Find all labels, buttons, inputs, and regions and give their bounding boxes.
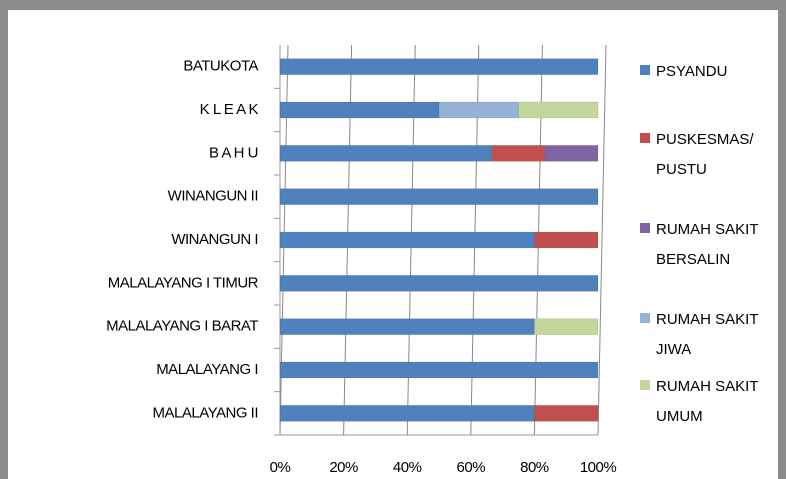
legend-label: RUMAH SAKIT BERSALIN <box>656 221 759 268</box>
bar-segment <box>534 405 599 422</box>
legend-item: PUSKESMAS/ PUSTU <box>640 125 760 185</box>
x-tick-label: 80% <box>520 459 549 476</box>
bar-segment <box>438 101 519 119</box>
y-tick-label: B A H U <box>209 144 258 161</box>
bar-segment <box>491 145 546 162</box>
y-tick-label: K L E A K <box>200 101 259 118</box>
y-tick-label: WINANGUN I <box>171 231 258 248</box>
bar-segment <box>279 361 599 379</box>
y-tick-label: MALALAYANG I BARAT <box>106 318 258 335</box>
legend-label: PSYANDU <box>656 63 728 80</box>
bar-segment <box>279 405 535 422</box>
y-tick-label: MALALAYANG I <box>156 361 258 378</box>
bar-segment <box>279 318 535 335</box>
legend-label: RUMAH SAKIT UMUM <box>656 378 759 425</box>
x-tick-label: 20% <box>329 459 358 476</box>
bar-segment <box>279 145 493 162</box>
legend-item: RUMAH SAKIT JIWA <box>640 305 760 365</box>
x-tick-label: 60% <box>457 459 486 476</box>
x-tick-label: 0% <box>270 459 291 476</box>
legend-item: PSYANDU <box>640 57 760 87</box>
legend-swatch <box>640 65 650 75</box>
bar-segment <box>279 58 599 75</box>
y-tick-label: BATUKOTA <box>183 58 258 75</box>
legend-label: PUSKESMAS/ PUSTU <box>656 131 754 178</box>
x-tick-label: 40% <box>393 459 422 476</box>
bar-segment <box>518 101 599 119</box>
legend-item: RUMAH SAKIT UMUM <box>640 372 760 432</box>
bar-segment <box>279 101 440 119</box>
legend-item: RUMAH SAKIT BERSALIN <box>640 215 760 275</box>
legend-swatch <box>640 223 650 233</box>
y-tick-label: MALALAYANG I TIMUR <box>108 274 259 291</box>
bar-segment <box>279 275 599 292</box>
y-tick-label: MALALAYANG II <box>153 404 258 421</box>
bar-segment <box>279 188 599 205</box>
x-tick-label: 100% <box>580 459 617 476</box>
bar-segment <box>279 231 535 249</box>
bar-segment <box>544 145 599 162</box>
legend-swatch <box>640 133 650 143</box>
legend-swatch <box>640 313 650 323</box>
bar-segment <box>534 318 599 335</box>
legend-swatch <box>640 380 650 390</box>
y-tick-label: WINANGUN II <box>168 188 258 205</box>
grid-line <box>597 44 607 436</box>
bar-segment <box>534 231 599 249</box>
legend-label: RUMAH SAKIT JIWA <box>656 311 759 358</box>
